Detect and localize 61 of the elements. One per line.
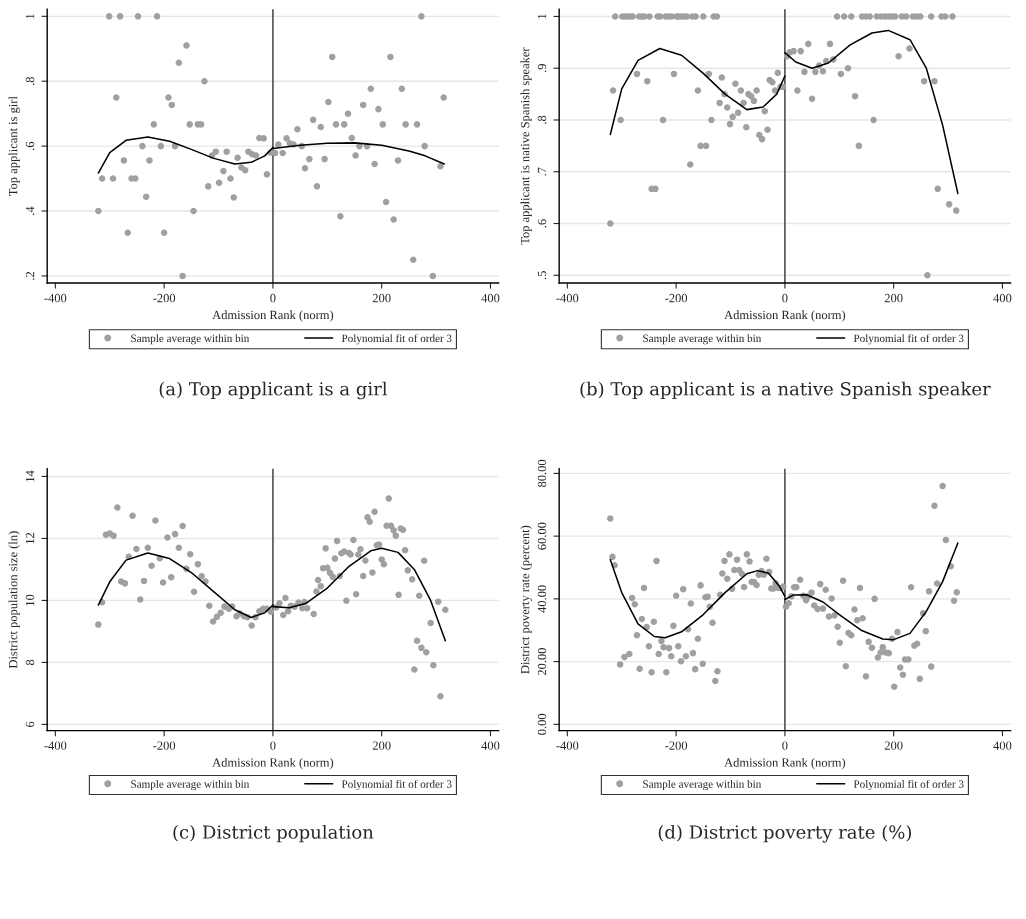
y-tick-label: 40.00: [537, 585, 547, 613]
legend-label: Polynomial fit of order 3: [341, 334, 452, 345]
x-tick-label: -200: [153, 741, 176, 750]
x-tick-label: -200: [665, 741, 688, 750]
y-tick-label: .8: [25, 77, 35, 86]
x-tick-label: -200: [153, 293, 176, 303]
y-axis-title: District population size (ln): [8, 531, 20, 669]
x-tick-label: 0: [270, 741, 276, 750]
y-tick-label: 60.00: [537, 522, 547, 550]
x-axis-title: Admission Rank (norm): [212, 757, 334, 770]
x-tick-label: 400: [481, 741, 500, 750]
y-tick-label: .8: [537, 115, 547, 124]
x-axis-title: Admission Rank (norm): [724, 310, 846, 322]
x-tick-label: -200: [665, 293, 688, 303]
y-tick-label: 1: [537, 14, 547, 19]
x-tick-label: 400: [481, 293, 500, 303]
y-tick-label: 6: [25, 721, 35, 727]
x-tick-label: 0: [270, 293, 276, 303]
x-tick-label: 400: [993, 741, 1012, 750]
x-tick-label: 200: [372, 293, 391, 303]
y-tick-label: 20.00: [537, 648, 547, 676]
legend-label: Polynomial fit of order 3: [341, 779, 452, 791]
y-axis-title: Top applicant is girl: [8, 96, 20, 196]
legend-label: Sample average within bin: [131, 780, 250, 791]
y-tick-label: 8: [25, 659, 35, 666]
y-tick-label: .7: [537, 167, 547, 176]
text: (c) District population: [173, 824, 374, 843]
legend-label: Sample average within bin: [643, 780, 762, 791]
x-tick-label: 0: [782, 293, 788, 303]
y-tick-label: .6: [537, 219, 547, 228]
y-tick-label: 80.00: [537, 459, 547, 487]
x-axis-title: Admission Rank (norm): [212, 310, 334, 322]
text: (a) Top applicant is a girl: [159, 381, 388, 400]
y-tick-label: .2: [25, 271, 35, 280]
text: (d) District poverty rate (%): [658, 824, 912, 843]
y-tick-label: 10: [25, 594, 35, 606]
x-tick-label: -400: [556, 293, 579, 303]
y-tick-label: 14: [25, 470, 35, 482]
y-tick-label: 0.00: [537, 713, 547, 735]
y-tick-label: 1: [25, 13, 35, 19]
x-tick-label: 200: [372, 741, 391, 750]
x-tick-label: -400: [556, 741, 579, 750]
legend-label: Sample average within bin: [643, 334, 762, 345]
x-tick-label: 200: [884, 293, 903, 303]
legend-label: Sample average within bin: [131, 334, 250, 345]
y-tick-label: .5: [537, 271, 547, 280]
text: (b) Top applicant is a native Spanish speaker: [580, 381, 991, 400]
y-tick-label: .4: [25, 206, 35, 215]
y-tick-label: 12: [25, 532, 35, 544]
x-tick-label: -400: [44, 741, 67, 750]
legend-label: Polynomial fit of order 3: [853, 779, 964, 791]
x-tick-label: 0: [782, 741, 788, 750]
x-tick-label: -400: [44, 293, 67, 303]
y-axis-title: District poverty rate (percent): [520, 525, 532, 674]
y-tick-label: .6: [25, 141, 35, 150]
x-tick-label: 400: [993, 293, 1012, 303]
y-axis-title: Top applicant is native Spanish speaker: [520, 47, 532, 245]
x-axis-title: Admission Rank (norm): [724, 757, 846, 770]
legend-label: Polynomial fit of order 3: [853, 334, 964, 345]
x-tick-label: 200: [884, 741, 903, 750]
y-tick-label: .9: [537, 64, 547, 73]
